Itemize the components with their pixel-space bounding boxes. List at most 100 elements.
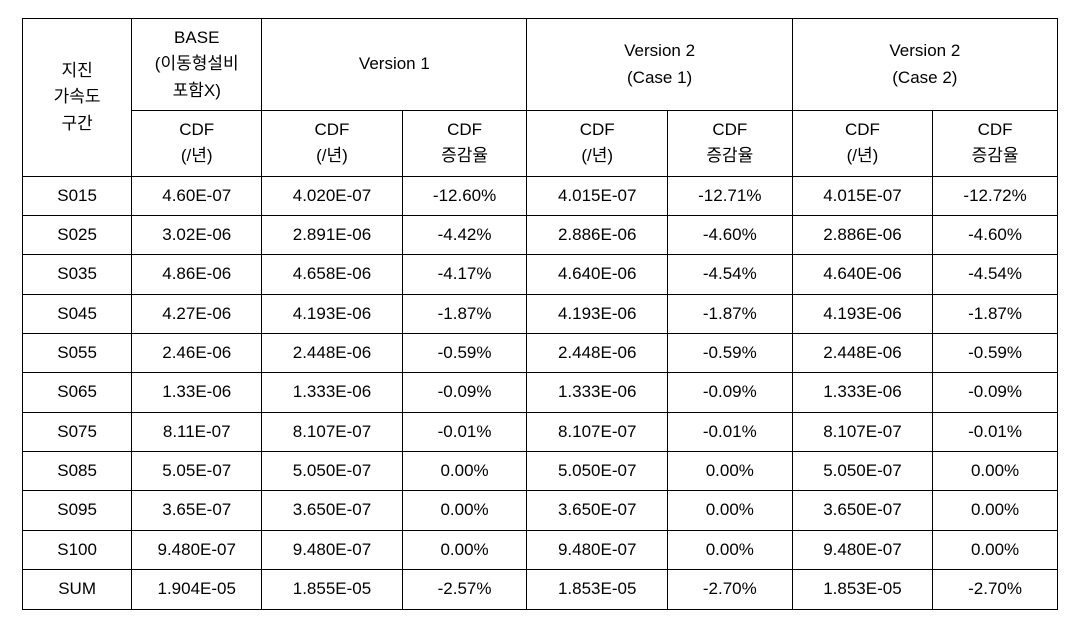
row-label: S065 [23, 373, 132, 412]
v1-cdf: 1.333E-06 [262, 373, 402, 412]
header-v2c1-pct: CDF 증감율 [667, 111, 792, 177]
v2c1-pct: -0.59% [667, 334, 792, 373]
base-cdf: 4.86E-06 [132, 255, 262, 294]
v2c1-pct: -4.54% [667, 255, 792, 294]
v2c2-pct: -4.54% [933, 255, 1058, 294]
base-cdf: 3.65E-07 [132, 491, 262, 530]
row-label: S075 [23, 412, 132, 451]
header-row-1: 지진 가속도 구간 BASE (이동형설비 포함X) Version 1 Ver… [23, 19, 1058, 111]
v2c2-cdf: 4.193E-06 [792, 294, 932, 333]
v2c2-cdf: 5.050E-07 [792, 452, 932, 491]
v2c1-cdf: 1.853E-05 [527, 570, 667, 609]
v2c2-cdf: 4.640E-06 [792, 255, 932, 294]
v2c2-pct: -1.87% [933, 294, 1058, 333]
base-cdf: 8.11E-07 [132, 412, 262, 451]
v2c2-cdf: 8.107E-07 [792, 412, 932, 451]
v2c1-cdf: 8.107E-07 [527, 412, 667, 451]
v1-pct: -4.42% [402, 216, 527, 255]
table-header: 지진 가속도 구간 BASE (이동형설비 포함X) Version 1 Ver… [23, 19, 1058, 177]
base-cdf: 1.33E-06 [132, 373, 262, 412]
row-label: S055 [23, 334, 132, 373]
header-row-2: CDF (/년) CDF (/년) CDF 증감율 CDF (/년) CDF 증… [23, 111, 1058, 177]
v2c1-pct: -4.60% [667, 216, 792, 255]
v1-pct: -2.57% [402, 570, 527, 609]
v1-cdf: 4.020E-07 [262, 176, 402, 215]
v2c1-cdf: 2.886E-06 [527, 216, 667, 255]
v2c2-pct: 0.00% [933, 530, 1058, 569]
cdf-table: 지진 가속도 구간 BASE (이동형설비 포함X) Version 1 Ver… [22, 18, 1058, 610]
v2c2-pct: -0.09% [933, 373, 1058, 412]
v1-cdf: 9.480E-07 [262, 530, 402, 569]
v1-cdf: 8.107E-07 [262, 412, 402, 451]
base-cdf: 4.60E-07 [132, 176, 262, 215]
v2c2-pct: -0.01% [933, 412, 1058, 451]
v2c1-cdf: 2.448E-06 [527, 334, 667, 373]
v1-pct: -1.87% [402, 294, 527, 333]
header-v2c2-pct: CDF 증감율 [933, 111, 1058, 177]
header-v2c2-cdf: CDF (/년) [792, 111, 932, 177]
table-row: S0651.33E-061.333E-06-0.09%1.333E-06-0.0… [23, 373, 1058, 412]
row-label: S045 [23, 294, 132, 333]
v2c1-pct: 0.00% [667, 530, 792, 569]
v2c1-pct: -12.71% [667, 176, 792, 215]
v2c1-pct: -2.70% [667, 570, 792, 609]
table-body: S0154.60E-074.020E-07-12.60%4.015E-07-12… [23, 176, 1058, 609]
v2c2-pct: -0.59% [933, 334, 1058, 373]
v2c1-pct: -0.09% [667, 373, 792, 412]
table-row: S0552.46E-062.448E-06-0.59%2.448E-06-0.5… [23, 334, 1058, 373]
table-row: S1009.480E-079.480E-070.00%9.480E-070.00… [23, 530, 1058, 569]
header-group-v2c1: Version 2 (Case 1) [527, 19, 792, 111]
base-cdf: 4.27E-06 [132, 294, 262, 333]
row-label: SUM [23, 570, 132, 609]
header-v1-pct: CDF 증감율 [402, 111, 527, 177]
row-label: S100 [23, 530, 132, 569]
header-v2c1-cdf: CDF (/년) [527, 111, 667, 177]
v1-cdf: 3.650E-07 [262, 491, 402, 530]
v1-cdf: 5.050E-07 [262, 452, 402, 491]
v2c2-cdf: 2.886E-06 [792, 216, 932, 255]
v2c1-cdf: 4.193E-06 [527, 294, 667, 333]
header-group-v1: Version 1 [262, 19, 527, 111]
v1-cdf: 1.855E-05 [262, 570, 402, 609]
v1-pct: 0.00% [402, 530, 527, 569]
v2c2-cdf: 3.650E-07 [792, 491, 932, 530]
v2c1-pct: 0.00% [667, 491, 792, 530]
table-row: S0953.65E-073.650E-070.00%3.650E-070.00%… [23, 491, 1058, 530]
v1-cdf: 4.193E-06 [262, 294, 402, 333]
table-row: S0855.05E-075.050E-070.00%5.050E-070.00%… [23, 452, 1058, 491]
v2c2-pct: -2.70% [933, 570, 1058, 609]
v1-pct: 0.00% [402, 452, 527, 491]
row-label: S025 [23, 216, 132, 255]
v2c1-pct: 0.00% [667, 452, 792, 491]
v1-cdf: 4.658E-06 [262, 255, 402, 294]
v1-pct: -0.59% [402, 334, 527, 373]
header-group-v2c2: Version 2 (Case 2) [792, 19, 1057, 111]
base-cdf: 3.02E-06 [132, 216, 262, 255]
header-base-cdf: CDF (/년) [132, 111, 262, 177]
row-label: S035 [23, 255, 132, 294]
v2c2-cdf: 4.015E-07 [792, 176, 932, 215]
v2c2-cdf: 9.480E-07 [792, 530, 932, 569]
v2c2-pct: -12.72% [933, 176, 1058, 215]
v2c1-cdf: 4.015E-07 [527, 176, 667, 215]
base-cdf: 2.46E-06 [132, 334, 262, 373]
header-row-label: 지진 가속도 구간 [23, 19, 132, 177]
table-row: S0758.11E-078.107E-07-0.01%8.107E-07-0.0… [23, 412, 1058, 451]
table-row: SUM1.904E-051.855E-05-2.57%1.853E-05-2.7… [23, 570, 1058, 609]
row-label: S095 [23, 491, 132, 530]
base-cdf: 9.480E-07 [132, 530, 262, 569]
v2c2-pct: -4.60% [933, 216, 1058, 255]
table-row: S0253.02E-062.891E-06-4.42%2.886E-06-4.6… [23, 216, 1058, 255]
v1-pct: -4.17% [402, 255, 527, 294]
table-row: S0454.27E-064.193E-06-1.87%4.193E-06-1.8… [23, 294, 1058, 333]
v2c1-cdf: 4.640E-06 [527, 255, 667, 294]
v1-pct: 0.00% [402, 491, 527, 530]
table-wrapper: 지진 가속도 구간 BASE (이동형설비 포함X) Version 1 Ver… [0, 0, 1080, 628]
v1-pct: -12.60% [402, 176, 527, 215]
v2c2-cdf: 1.333E-06 [792, 373, 932, 412]
v2c1-cdf: 1.333E-06 [527, 373, 667, 412]
v1-cdf: 2.448E-06 [262, 334, 402, 373]
v2c1-pct: -1.87% [667, 294, 792, 333]
table-row: S0154.60E-074.020E-07-12.60%4.015E-07-12… [23, 176, 1058, 215]
v2c2-cdf: 1.853E-05 [792, 570, 932, 609]
